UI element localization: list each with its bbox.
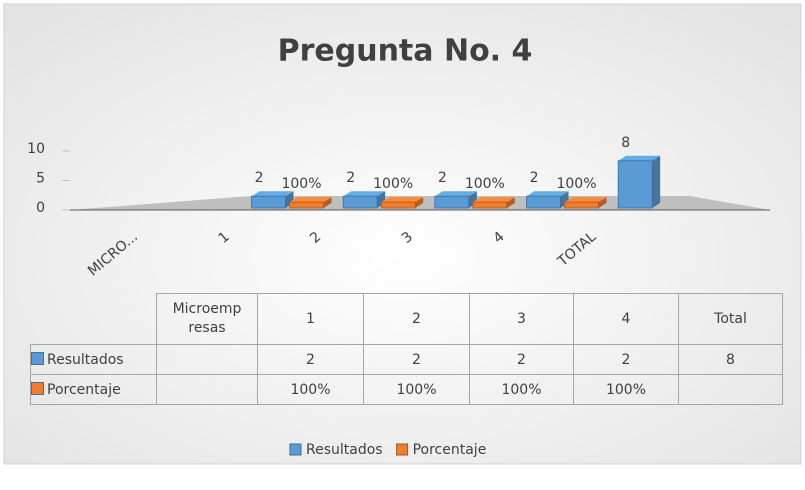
bar-side	[323, 197, 332, 208]
cell-text: 4	[621, 311, 631, 327]
bar-side	[506, 197, 515, 208]
table-cell: 100%	[257, 374, 364, 405]
table-cell: Resultados	[30, 344, 157, 375]
table-cell: 2	[573, 344, 679, 375]
chart-title: Pregunta No. 4	[278, 34, 533, 69]
table-cell: 2	[257, 344, 364, 375]
bar	[251, 195, 286, 209]
table-cell: Total	[678, 293, 783, 345]
data-label: 8	[621, 135, 630, 151]
table-cell: 2	[363, 293, 470, 345]
data-label: 100%	[465, 176, 505, 192]
legend-key	[396, 443, 409, 456]
cell-text: 2	[412, 311, 421, 327]
data-label: 100%	[281, 176, 321, 192]
legend-key	[31, 381, 44, 395]
bar-top	[251, 191, 294, 197]
data-label: 2	[255, 170, 264, 186]
table-cell: 8	[678, 344, 783, 375]
bar-top	[526, 191, 569, 197]
y-tick-label: 10	[27, 141, 45, 157]
cell-text: Total	[714, 311, 747, 327]
legend-key	[31, 351, 44, 365]
cell-text: 8	[726, 351, 735, 368]
bar-side	[652, 155, 661, 208]
bar-top	[289, 197, 332, 203]
bar	[617, 160, 653, 209]
data-label: 2	[346, 170, 355, 186]
cell-text: 1	[306, 311, 315, 327]
bar	[564, 201, 599, 209]
table-cell: 4	[573, 293, 679, 345]
bar-top	[381, 197, 424, 203]
bar	[434, 195, 470, 209]
row-header: Porcentaje	[47, 381, 121, 398]
cell-text: 2	[412, 351, 421, 368]
bar	[380, 201, 416, 209]
cell-text: 100%	[605, 381, 647, 398]
table-cell: 100%	[363, 374, 470, 405]
table-cell: 2	[469, 344, 574, 375]
cell-text: 2	[306, 351, 315, 368]
legend-key	[289, 443, 302, 456]
cell-text: Microempresas	[172, 301, 242, 336]
cell-text: 100%	[290, 381, 331, 398]
table-cell: 100%	[573, 374, 679, 405]
cell-text: 100%	[396, 381, 437, 398]
table-cell	[156, 344, 258, 375]
table-cell	[31, 294, 157, 345]
table-cell: Porcentaje	[30, 374, 157, 405]
cell-text: 100%	[501, 381, 542, 398]
bar	[342, 195, 378, 209]
cell-text: 3	[517, 311, 526, 327]
table-cell: 2	[363, 344, 470, 375]
bar-top	[472, 197, 515, 203]
bar-top	[343, 191, 386, 197]
data-table: Microempresas 1 2 3 4 Total Resultados 2 2 2 2 8 Por…	[30, 293, 783, 405]
table-cell: Microempresas	[156, 293, 258, 345]
table-cell	[678, 374, 783, 405]
bar	[289, 201, 324, 209]
data-label: 2	[438, 170, 447, 186]
data-label: 2	[530, 170, 539, 186]
bar-top	[434, 191, 477, 197]
y-tick-label: 5	[36, 171, 45, 187]
data-label: 100%	[373, 176, 413, 192]
cell-text: 2	[621, 351, 631, 368]
bar-side	[415, 197, 424, 208]
y-tick-label: 0	[36, 200, 45, 216]
table-cell	[156, 374, 258, 405]
table-cell: 100%	[469, 374, 574, 405]
bar-top	[618, 155, 661, 161]
bar	[472, 201, 508, 209]
legend-label: Resultados	[306, 442, 383, 458]
data-label: 100%	[556, 176, 596, 192]
table-cell: 1	[257, 293, 364, 345]
cell-text: 2	[517, 351, 526, 368]
row-header: Resultados	[47, 351, 124, 368]
bar	[526, 195, 561, 209]
bar-top	[564, 197, 607, 203]
legend-label: Porcentaje	[413, 442, 487, 458]
table-cell: 3	[469, 293, 574, 345]
bar-side	[598, 197, 607, 208]
